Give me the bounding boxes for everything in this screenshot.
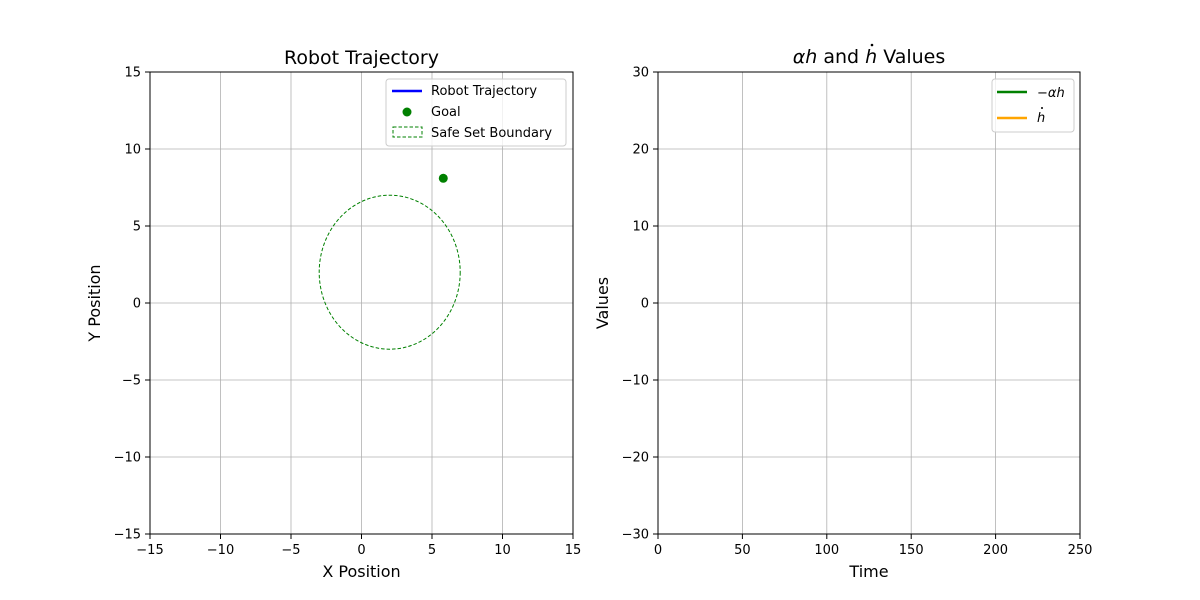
legend-label-neg-alpha-h: −αh (1037, 86, 1065, 101)
legend-dot-accent (1041, 107, 1043, 109)
x-tick-label: 15 (565, 543, 582, 558)
x-tick-label: 200 (983, 543, 1008, 558)
legend-marker-safe-set (392, 126, 423, 138)
y-tick-label: −20 (622, 451, 649, 466)
y-tick-label: −15 (114, 528, 141, 543)
y-tick-label: −10 (114, 451, 141, 466)
x-tick-label: 250 (1068, 543, 1093, 558)
y-tick-label: −30 (622, 528, 649, 543)
legend-label-h-dot: h (1037, 111, 1045, 126)
y-tick-label: 10 (124, 143, 141, 158)
x-tick-label: 0 (357, 543, 365, 558)
legend-box (385, 78, 567, 147)
robot-trajectory-chart: −15 −10 −5 0 5 10 15 −15 −10 −5 0 5 10 15 Robot Traje… (85, 47, 581, 581)
y-axis-label: Y Position (85, 264, 104, 342)
legend-label-robot-trajectory: Robot Trajectory (431, 84, 537, 99)
title-dot-accent (870, 43, 874, 47)
y-tick-label: 15 (124, 66, 141, 81)
alpha-h-values-chart: 0 50 100 150 200 250 −30 −20 −10 0 10 20 30 αh and h… (593, 43, 1093, 581)
chart-title: αh and h Values (793, 46, 946, 68)
x-tick-label: 150 (899, 543, 924, 558)
x-tick-label: 5 (428, 543, 436, 558)
y-tick-label: 30 (632, 66, 649, 81)
y-tick-label: 10 (632, 220, 649, 235)
legend[interactable]: −αh h (991, 78, 1075, 133)
y-axis-label: Values (593, 277, 612, 329)
x-tick-label: 10 (494, 543, 511, 558)
ticks: 0 50 100 150 200 250 −30 −20 −10 0 10 20 30 (622, 66, 1093, 559)
legend-label-goal: Goal (431, 105, 461, 120)
x-tick-label: −5 (281, 543, 300, 558)
safe-set-boundary (318, 194, 461, 350)
y-tick-label: 0 (133, 297, 141, 312)
x-tick-label: −15 (136, 543, 163, 558)
y-tick-label: −10 (622, 374, 649, 389)
legend-marker-goal (402, 107, 412, 117)
legend-label-safe-set: Safe Set Boundary (431, 126, 552, 141)
plot-marks (318, 173, 461, 350)
y-tick-label: 20 (632, 143, 649, 158)
x-tick-label: −10 (207, 543, 234, 558)
x-axis-label: X Position (322, 562, 400, 581)
goal-point (438, 173, 448, 183)
x-tick-label: 0 (654, 543, 662, 558)
y-tick-label: 5 (133, 220, 141, 235)
x-tick-label: 100 (814, 543, 839, 558)
x-axis-label: Time (848, 562, 888, 581)
y-tick-label: −5 (122, 374, 141, 389)
ticks: −15 −10 −5 0 5 10 15 −15 −10 −5 0 5 10 15 (114, 66, 582, 559)
y-tick-label: 0 (641, 297, 649, 312)
legend[interactable]: Robot Trajectory Goal Safe Set Boundary (385, 78, 567, 147)
x-tick-label: 50 (734, 543, 751, 558)
chart-title: Robot Trajectory (284, 47, 439, 69)
